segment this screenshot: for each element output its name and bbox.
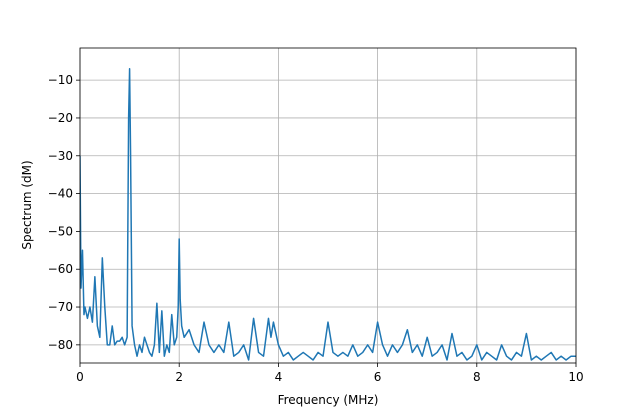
y-tick-label: −50: [48, 224, 73, 238]
x-tick-label: 8: [473, 370, 481, 384]
y-tick-label: −60: [48, 262, 73, 276]
y-tick-label: −40: [48, 187, 73, 201]
spectrum-line: [80, 68, 576, 361]
x-tick-label: 0: [76, 370, 84, 384]
y-tick-label: −10: [48, 73, 73, 87]
y-axis-label: Spectrum (dM): [20, 160, 34, 249]
x-axis-label: Frequency (MHz): [278, 393, 379, 407]
x-tick-label: 10: [568, 370, 583, 384]
y-tick-label: −70: [48, 300, 73, 314]
y-tick-label: −30: [48, 149, 73, 163]
y-tick-label: −20: [48, 111, 73, 125]
x-tick-label: 6: [374, 370, 382, 384]
y-tick-label: −80: [48, 338, 73, 352]
plot-frame: [79, 47, 577, 364]
x-tick-label: 2: [175, 370, 183, 384]
x-tick-label: 4: [275, 370, 283, 384]
